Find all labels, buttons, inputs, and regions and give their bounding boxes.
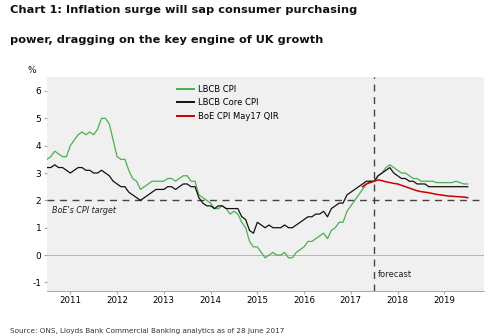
Text: Source: ONS, Lloyds Bank Commercial Banking analytics as of 28 June 2017: Source: ONS, Lloyds Bank Commercial Bank…	[10, 328, 284, 334]
Text: %: %	[27, 66, 36, 75]
Text: Chart 1: Inflation surge will sap consumer purchasing: Chart 1: Inflation surge will sap consum…	[10, 5, 357, 15]
Text: power, dragging on the key engine of UK growth: power, dragging on the key engine of UK …	[10, 35, 323, 45]
Text: forecast: forecast	[378, 270, 412, 279]
Text: BoE's CPI target: BoE's CPI target	[51, 206, 116, 215]
Legend: LBCB CPI, LBCB Core CPI, BoE CPI May17 QIR: LBCB CPI, LBCB Core CPI, BoE CPI May17 Q…	[173, 81, 282, 124]
